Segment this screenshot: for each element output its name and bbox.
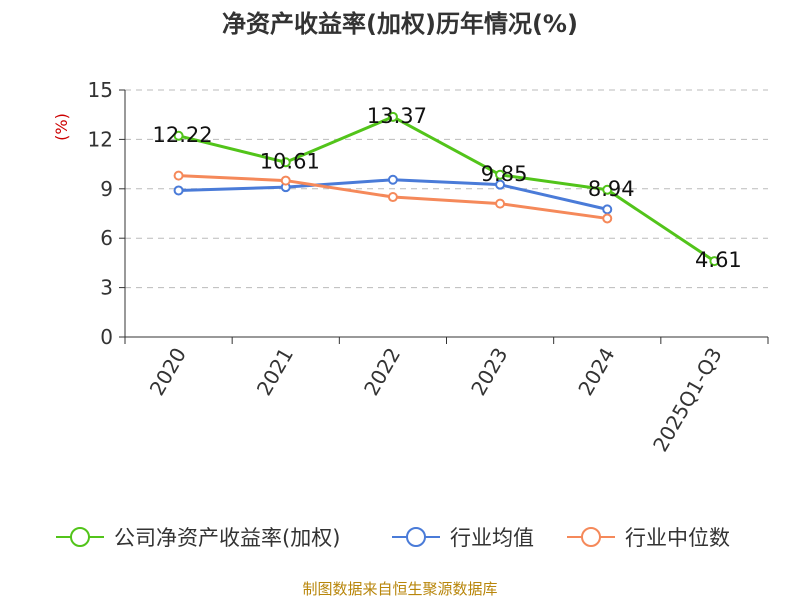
legend-label: 公司净资产收益率(加权) (114, 526, 340, 550)
data-point (387, 174, 398, 185)
y-tick-label: 15 (88, 78, 113, 102)
data-label: 4.61 (695, 248, 742, 272)
data-label: 8.94 (588, 177, 635, 201)
legend-marker (70, 527, 90, 547)
legend-marker (406, 527, 426, 547)
data-point (173, 130, 184, 141)
y-tick-label: 3 (100, 276, 113, 300)
data-label: 12.22 (153, 123, 213, 147)
y-tick-label: 0 (100, 325, 113, 349)
y-tick-label: 9 (100, 177, 113, 201)
data-point (709, 256, 720, 267)
y-tick-label: 12 (88, 127, 113, 151)
data-point (173, 185, 184, 196)
data-point (495, 169, 506, 180)
data-point (602, 204, 613, 215)
data-point (387, 192, 398, 203)
source-note: 制图数据来自恒生聚源数据库 (302, 580, 497, 598)
data-point (173, 170, 184, 181)
legend-label: 行业中位数 (625, 526, 730, 550)
chart-title: 净资产收益率(加权)历年情况(%) (222, 10, 578, 38)
data-point (602, 184, 613, 195)
x-tick-label: 2022 (359, 344, 405, 400)
y-axis-unit: (%) (52, 113, 71, 141)
x-tick-label: 2024 (573, 344, 619, 400)
x-tick-label: 2021 (252, 344, 298, 400)
x-tick-label: 2023 (466, 344, 512, 400)
data-label: 9.85 (481, 162, 528, 186)
y-tick-label: 6 (100, 226, 113, 250)
data-point (280, 157, 291, 168)
data-point (387, 111, 398, 122)
series-line-0 (178, 115, 716, 263)
legend-label: 行业均值 (450, 526, 534, 550)
x-tick-label: 2020 (145, 344, 191, 400)
data-point (280, 175, 291, 186)
legend-marker (581, 527, 601, 547)
data-point (495, 179, 506, 190)
data-point (602, 213, 613, 224)
x-tick-label: 2025Q1-Q3 (648, 344, 727, 456)
data-label: 10.61 (260, 149, 320, 173)
data-label: 13.37 (367, 104, 427, 128)
data-point (495, 198, 506, 209)
